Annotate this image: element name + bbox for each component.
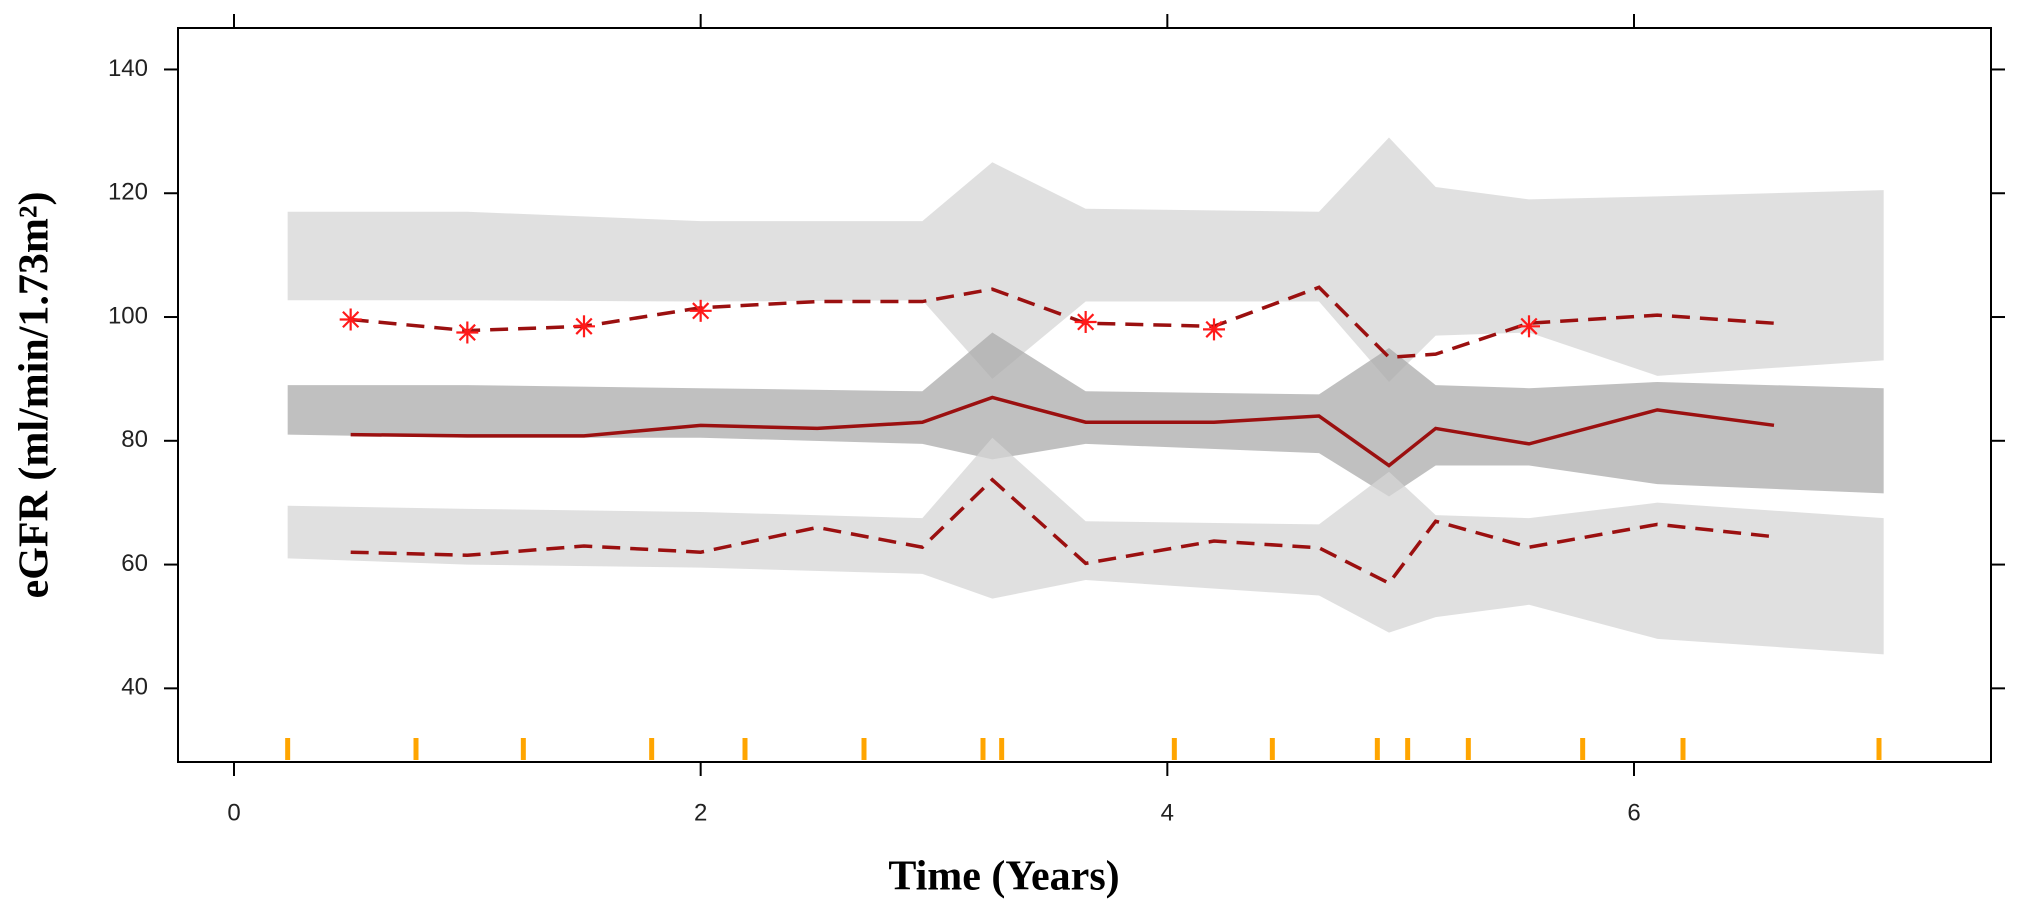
asterisk-stroke xyxy=(342,310,360,329)
x-axis-title: Time (Years) xyxy=(888,854,1119,900)
band xyxy=(287,137,1884,383)
observed-point xyxy=(573,315,595,338)
line xyxy=(350,395,1775,468)
asterisk-stroke xyxy=(692,302,710,320)
asterisk-stroke xyxy=(575,317,593,335)
y-tick-label: 100 xyxy=(108,302,148,329)
y-tick-label: 140 xyxy=(108,55,148,82)
observed-point xyxy=(339,308,362,331)
x-tick-label: 0 xyxy=(227,799,240,826)
x-tick-label: 2 xyxy=(694,799,707,826)
band xyxy=(287,332,1884,497)
x-tick-label: 6 xyxy=(1627,799,1640,826)
observed-point xyxy=(1518,315,1540,338)
y-tick-label: 60 xyxy=(121,550,148,577)
asterisk-stroke xyxy=(458,323,476,342)
y-tick-label: 120 xyxy=(108,179,148,206)
plot-frame xyxy=(177,27,1992,763)
y-tick-label: 80 xyxy=(121,426,148,453)
asterisk-stroke xyxy=(1520,317,1538,335)
y-axis-title: eGFR (ml/min/1.73m²) xyxy=(12,192,58,599)
observed-point xyxy=(1074,310,1097,333)
line xyxy=(350,477,1775,586)
y-tick-label: 40 xyxy=(121,674,148,701)
observed-point xyxy=(1203,318,1225,341)
asterisk-stroke xyxy=(1077,313,1095,331)
observed-point xyxy=(456,321,479,344)
x-tick-label: 4 xyxy=(1161,799,1174,826)
observed-point xyxy=(689,299,712,322)
asterisk-stroke xyxy=(1205,320,1223,338)
band xyxy=(287,437,1884,655)
